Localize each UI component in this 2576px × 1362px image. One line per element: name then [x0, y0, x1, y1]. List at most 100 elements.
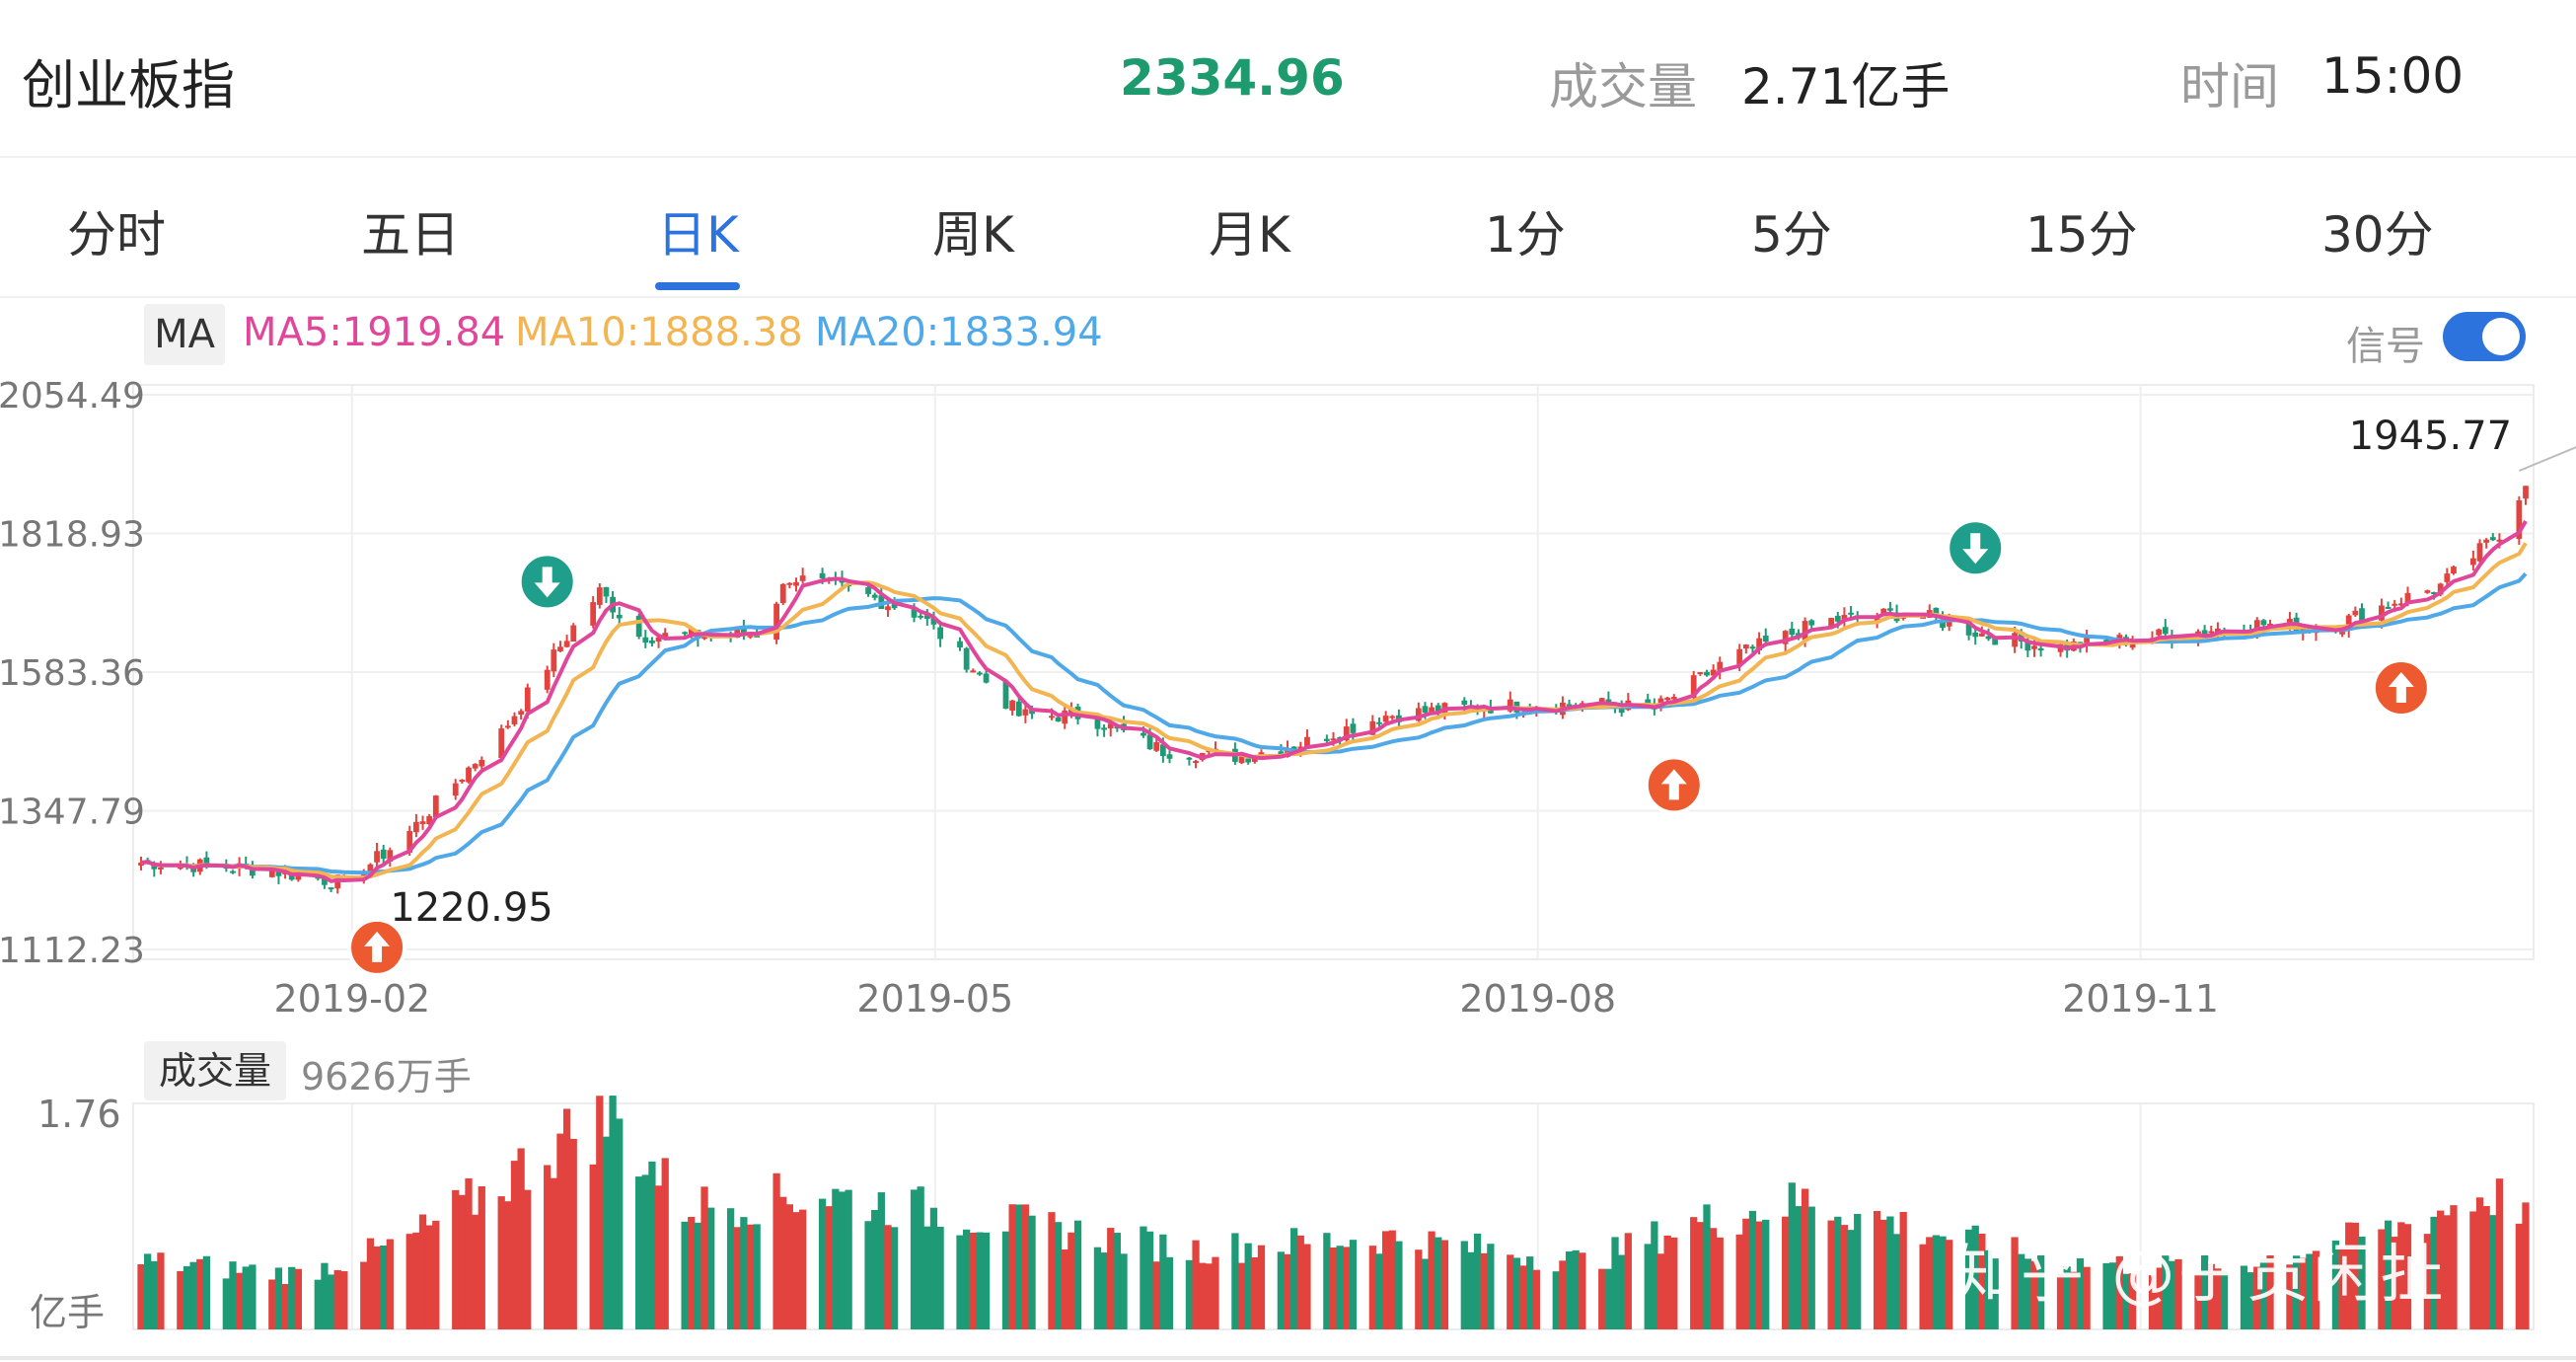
- signal-toggle[interactable]: [2443, 312, 2526, 361]
- volume-bar: [418, 1214, 427, 1329]
- candle-body: [524, 687, 531, 712]
- volume-bar: [1598, 1268, 1606, 1329]
- volume-bar: [229, 1261, 237, 1329]
- candle-body: [511, 716, 518, 724]
- candle-body: [1330, 738, 1337, 741]
- tab-daily-k[interactable]: 日K: [657, 206, 739, 264]
- candle-body: [432, 795, 439, 817]
- volume-bar: [2030, 1260, 2038, 1329]
- candle-body: [2392, 603, 2398, 606]
- candle-body: [1382, 716, 1389, 722]
- volume-bar: [1735, 1234, 1743, 1329]
- candle-body: [2253, 620, 2260, 633]
- candle-body: [2116, 635, 2123, 642]
- volume-bar: [838, 1191, 846, 1329]
- volume-bar: [2259, 1258, 2268, 1329]
- candle-body: [1258, 752, 1265, 755]
- volume-bar: [249, 1264, 257, 1329]
- volume-bar: [1788, 1182, 1796, 1329]
- volume-bar: [1926, 1237, 1934, 1329]
- tab-five-day[interactable]: 五日: [361, 206, 460, 264]
- candle-body: [1166, 754, 1173, 759]
- candle-body: [871, 594, 878, 598]
- volume-bar: [556, 1133, 564, 1329]
- high-annotation-leader: [2518, 446, 2576, 472]
- volume-bar: [2036, 1254, 2045, 1329]
- volume-bar: [1251, 1256, 1259, 1329]
- volume-bar: [2214, 1268, 2222, 1329]
- volume-bar: [773, 1173, 780, 1329]
- ma-tag[interactable]: MA: [144, 304, 225, 365]
- volume-bar: [2391, 1237, 2398, 1329]
- candle-body: [2352, 610, 2359, 616]
- volume-bar: [707, 1207, 715, 1329]
- volume-bar: [2076, 1257, 2085, 1329]
- candle-body: [2359, 608, 2365, 622]
- high-price-annotation: 1945.77: [2349, 414, 2512, 459]
- volume-bar: [1395, 1241, 1403, 1329]
- candle-body: [406, 831, 413, 853]
- tab-monthly-k[interactable]: 月K: [1209, 206, 1290, 264]
- volume-bar: [1231, 1233, 1239, 1329]
- tab-5min[interactable]: 5分: [1751, 206, 1832, 264]
- volume-bar: [288, 1266, 296, 1329]
- volume-bar: [2162, 1255, 2170, 1329]
- volume-bar: [1755, 1221, 1763, 1329]
- x-tick-label: 2019-05: [856, 977, 1013, 1021]
- candle-body: [1972, 632, 1979, 638]
- candle-body: [963, 647, 970, 670]
- volume-bar: [2024, 1258, 2031, 1329]
- volume-bar: [189, 1261, 197, 1329]
- volume-bar: [1368, 1246, 1376, 1329]
- volume-bar: [2286, 1264, 2294, 1329]
- candle-body: [1461, 700, 1468, 705]
- volume-bar: [504, 1201, 512, 1329]
- volume-bar: [1061, 1248, 1068, 1329]
- volume-bar: [235, 1272, 244, 1329]
- tab-weekly-k[interactable]: 周K: [932, 206, 1014, 264]
- candle-body: [2516, 499, 2523, 540]
- candle-body: [563, 641, 570, 647]
- volume-bar: [2515, 1223, 2523, 1329]
- tab-30min[interactable]: 30分: [2321, 206, 2434, 264]
- volume-bar: [405, 1234, 413, 1329]
- candle-body: [983, 673, 990, 683]
- volume-label: 成交量: [1549, 58, 1697, 115]
- candle-body: [754, 635, 761, 638]
- volume-bar: [890, 1227, 899, 1329]
- candle-body: [2162, 627, 2169, 635]
- volume-tag[interactable]: 成交量: [144, 1041, 286, 1100]
- volume-bar: [2345, 1222, 2353, 1329]
- volume-unit-label: 亿手: [30, 1291, 105, 1334]
- volume-bar: [596, 1096, 604, 1329]
- candle-body: [322, 877, 328, 885]
- volume-bar: [1507, 1254, 1514, 1329]
- volume-bar: [1873, 1211, 1881, 1329]
- candle-body: [793, 581, 799, 586]
- candle-body: [1422, 706, 1429, 713]
- volume-bar: [1212, 1256, 1219, 1329]
- volume-bar: [425, 1225, 433, 1329]
- volume-bar: [1762, 1219, 1770, 1329]
- volume-bar: [1840, 1225, 1849, 1329]
- tab-1min[interactable]: 1分: [1485, 206, 1566, 264]
- volume-bar: [2168, 1260, 2176, 1329]
- candle-body: [275, 871, 282, 876]
- volume-bar: [412, 1232, 420, 1329]
- candle-body: [603, 586, 610, 597]
- volume-bar: [2220, 1271, 2229, 1329]
- candle-body: [649, 640, 655, 643]
- volume-bar: [1421, 1258, 1430, 1329]
- volume-bar: [1145, 1231, 1154, 1329]
- sell-signal-icon: [517, 552, 577, 612]
- candle-body: [1238, 756, 1245, 764]
- volume-bar: [871, 1209, 879, 1329]
- tab-intraday[interactable]: 分时: [67, 206, 166, 264]
- tab-15min[interactable]: 15分: [2025, 206, 2138, 264]
- volume-bar: [688, 1216, 696, 1329]
- volume-bar: [2253, 1266, 2261, 1329]
- candle-body: [2031, 645, 2037, 649]
- volume-bar: [1624, 1233, 1632, 1329]
- volume-bar: [1192, 1240, 1200, 1329]
